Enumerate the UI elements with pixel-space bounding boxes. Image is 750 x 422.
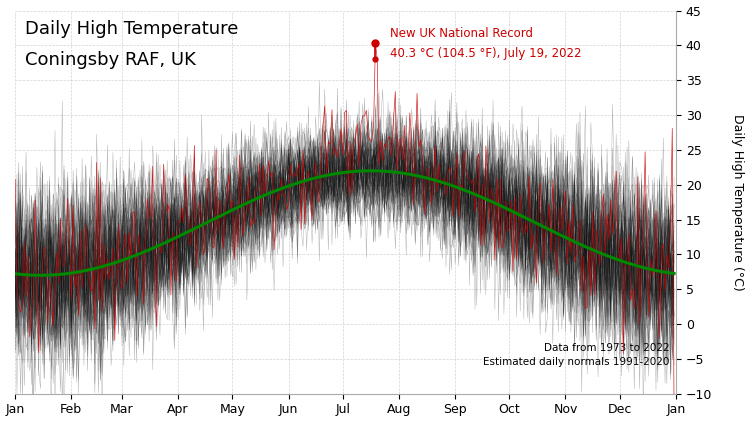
Y-axis label: Daily High Temperature (°C): Daily High Temperature (°C) [731,114,745,290]
Text: Daily High Temperature: Daily High Temperature [25,20,239,38]
Text: 40.3 °C (104.5 °F), July 19, 2022: 40.3 °C (104.5 °F), July 19, 2022 [390,47,581,60]
Text: Coningsby RAF, UK: Coningsby RAF, UK [25,51,196,69]
Text: New UK National Record: New UK National Record [390,27,533,40]
Text: Data from 1973 to 2022
Estimated daily normals 1991-2020: Data from 1973 to 2022 Estimated daily n… [483,343,669,367]
